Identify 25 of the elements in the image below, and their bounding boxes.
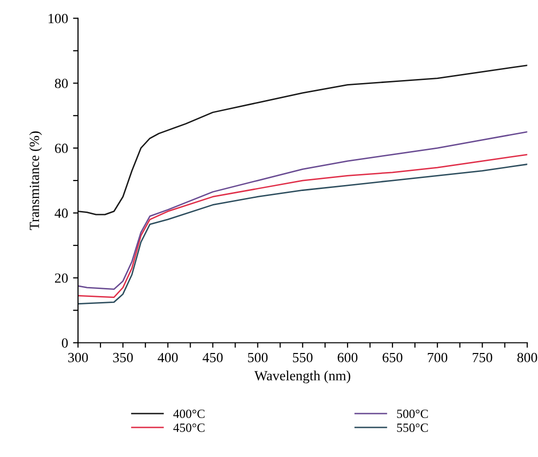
y-axis-title: Transmitance (%) [29, 131, 42, 230]
x-tick-label: 650 [382, 352, 402, 362]
x-tick-label: 400 [158, 352, 178, 362]
x-tick-label: 500 [248, 352, 268, 362]
x-axis-title: Wavelength (nm) [254, 370, 350, 384]
y-tick-label: 80 [54, 78, 68, 88]
y-tick-label: 20 [55, 273, 68, 283]
legend-label: 550°C [397, 424, 428, 432]
legend-label: 500°C [397, 410, 428, 418]
x-tick-label: 350 [113, 352, 133, 362]
line-series [78, 131, 528, 290]
legend-label: 450°C [173, 424, 204, 432]
y-tick-label: 60 [54, 144, 68, 154]
y-tick-label: 100 [48, 14, 68, 24]
y-tick-label: 40 [54, 208, 68, 218]
line-series [78, 64, 528, 216]
legend-label: 400°C [173, 410, 204, 418]
x-tick-label: 600 [338, 352, 358, 362]
x-tick-label: 450 [202, 352, 223, 362]
x-tick-label: 300 [68, 352, 88, 362]
x-tick-label: 550 [293, 352, 313, 362]
x-tick-label: 800 [517, 352, 538, 362]
y-tick-label: 0 [62, 338, 68, 348]
x-tick-label: 750 [472, 352, 492, 362]
x-tick-label: 700 [428, 352, 448, 362]
